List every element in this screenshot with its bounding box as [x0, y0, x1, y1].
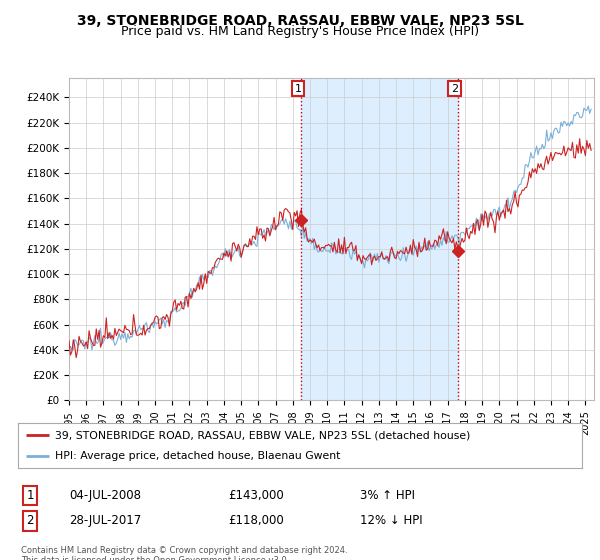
Text: 12% ↓ HPI: 12% ↓ HPI — [360, 514, 422, 528]
Bar — [301, 78, 458, 400]
Text: 39, STONEBRIDGE ROAD, RASSAU, EBBW VALE, NP23 5SL: 39, STONEBRIDGE ROAD, RASSAU, EBBW VALE,… — [77, 14, 523, 28]
Text: £143,000: £143,000 — [228, 489, 284, 502]
Text: 39, STONEBRIDGE ROAD, RASSAU, EBBW VALE, NP23 5SL (detached house): 39, STONEBRIDGE ROAD, RASSAU, EBBW VALE,… — [55, 430, 470, 440]
Text: 1: 1 — [26, 489, 34, 502]
Text: 1: 1 — [295, 83, 301, 94]
Text: 28-JUL-2017: 28-JUL-2017 — [69, 514, 141, 528]
Text: Contains HM Land Registry data © Crown copyright and database right 2024.
This d: Contains HM Land Registry data © Crown c… — [21, 546, 347, 560]
Text: 2: 2 — [26, 514, 34, 528]
Text: 2: 2 — [451, 83, 458, 94]
Text: Price paid vs. HM Land Registry's House Price Index (HPI): Price paid vs. HM Land Registry's House … — [121, 25, 479, 38]
Text: HPI: Average price, detached house, Blaenau Gwent: HPI: Average price, detached house, Blae… — [55, 451, 340, 461]
Text: £118,000: £118,000 — [228, 514, 284, 528]
Text: 04-JUL-2008: 04-JUL-2008 — [69, 489, 141, 502]
Text: 3% ↑ HPI: 3% ↑ HPI — [360, 489, 415, 502]
